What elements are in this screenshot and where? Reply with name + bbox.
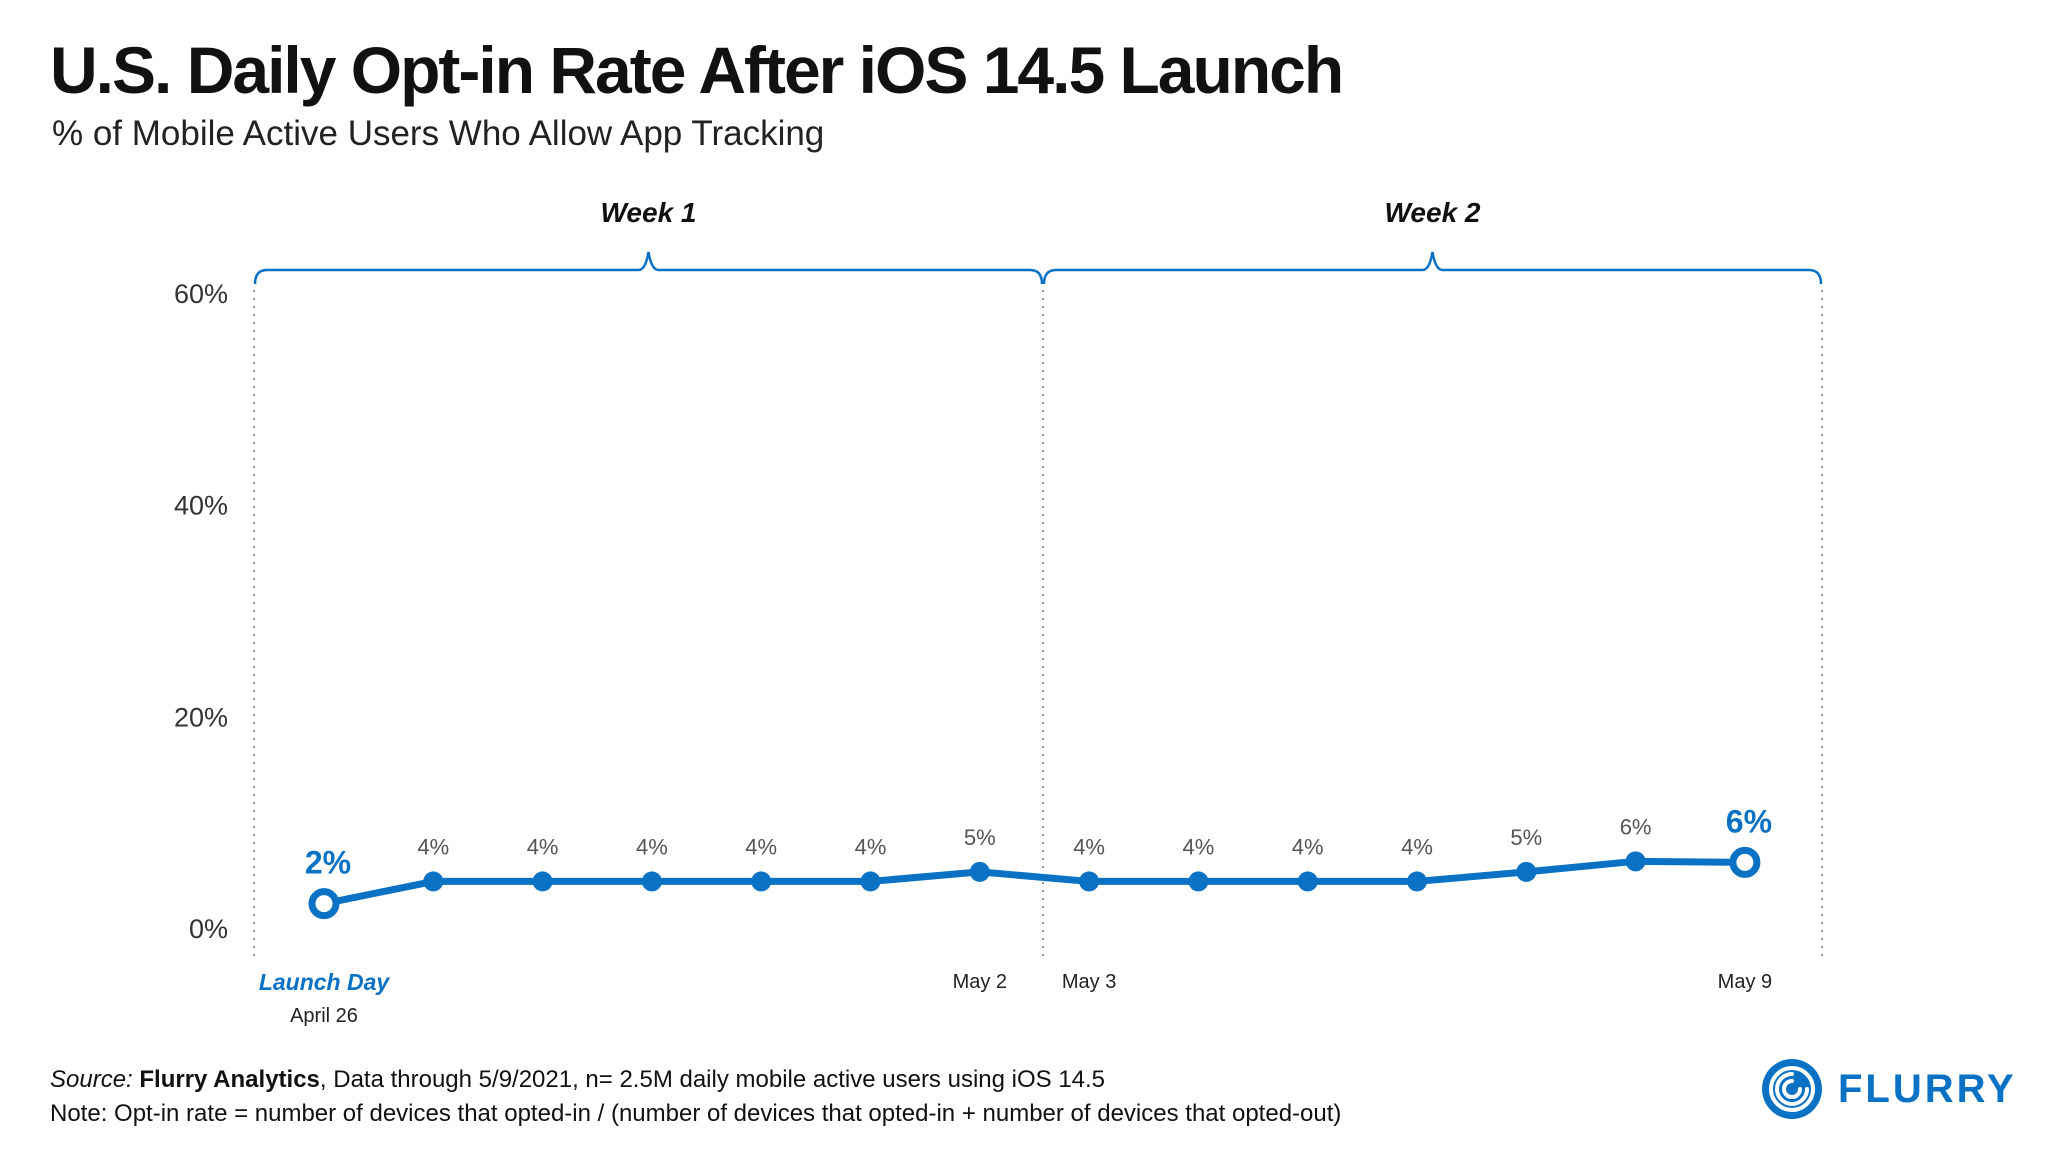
launch-day-label: Launch Day — [259, 969, 391, 995]
data-label: 4% — [1073, 834, 1105, 859]
flurry-logo: FLURRY — [1760, 1057, 2017, 1121]
highlight-data-label: 2% — [305, 845, 351, 881]
flurry-logo-icon — [1762, 1059, 1822, 1119]
series-line — [320, 857, 1749, 908]
data-point — [1625, 851, 1646, 872]
data-label: 4% — [1292, 834, 1324, 859]
x-tick-sublabel: April 26 — [290, 1005, 358, 1027]
y-tick-label: 0% — [189, 914, 228, 944]
source-name: Flurry Analytics — [139, 1066, 320, 1093]
x-tick-label: May 9 — [1718, 971, 1772, 993]
data-point — [860, 871, 881, 892]
data-point — [1407, 871, 1427, 892]
chart-title: U.S. Daily Opt-in Rate After iOS 14.5 La… — [50, 33, 1344, 107]
data-point — [423, 871, 444, 892]
y-tick-label: 20% — [174, 702, 228, 732]
week-label: Week 2 — [1385, 197, 1481, 228]
source-line: Source: Flurry Analytics, Data through 5… — [50, 1066, 1105, 1094]
week-label: Week 1 — [601, 197, 697, 228]
source-detail: , Data through 5/9/2021, n= 2.5M daily m… — [319, 1066, 1106, 1093]
data-point — [1516, 861, 1537, 882]
source-label: Source: — [50, 1066, 133, 1093]
data-point — [532, 871, 553, 892]
logo-text: FLURRY — [1838, 1066, 2017, 1111]
data-label: 6% — [1620, 814, 1652, 839]
data-label: 5% — [964, 825, 996, 850]
x-tick-label: May 3 — [1062, 971, 1116, 993]
y-tick-label: 40% — [174, 491, 228, 521]
data-label: 4% — [855, 834, 887, 859]
note-line: Note: Opt-in rate = number of devices th… — [50, 1100, 1342, 1127]
highlight-data-label: 6% — [1726, 803, 1772, 839]
data-point — [1297, 871, 1318, 892]
data-label: 4% — [745, 834, 777, 859]
data-label: 4% — [636, 834, 668, 859]
week-brace — [253, 251, 1044, 285]
data-point — [641, 871, 662, 892]
data-label: 4% — [1401, 834, 1433, 859]
week-brace — [1042, 251, 1823, 285]
data-label: 4% — [1183, 834, 1215, 859]
data-point — [969, 861, 990, 882]
y-tick-label: 60% — [174, 279, 228, 309]
x-tick-label: May 2 — [953, 971, 1007, 993]
data-point — [1079, 871, 1100, 892]
data-label: 4% — [417, 834, 449, 859]
data-label: 4% — [527, 834, 559, 859]
highlight-point — [308, 888, 340, 920]
data-label: 5% — [1510, 825, 1542, 850]
highlight-point — [1729, 846, 1761, 878]
data-point — [1188, 871, 1209, 892]
chart-subtitle: % of Mobile Active Users Who Allow App T… — [52, 114, 825, 153]
data-point — [751, 871, 772, 892]
